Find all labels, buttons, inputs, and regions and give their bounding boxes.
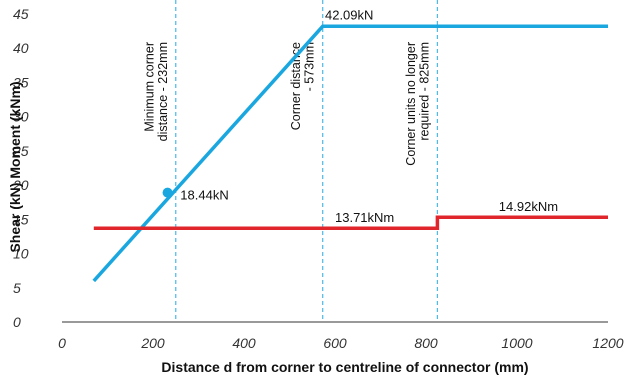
series-line-1: [93, 215, 608, 230]
reference-label-2: Corner units no longerrequired - 825mm: [404, 42, 432, 166]
y-tick-label: 35: [13, 74, 29, 90]
data-label: 42.09kN: [325, 7, 373, 22]
y-tick-label: 40: [13, 40, 29, 56]
data-label: 13.71kNm: [335, 210, 394, 225]
y-tick-label: 30: [13, 109, 29, 125]
reference-label-line: Corner units no longer: [404, 42, 418, 166]
y-tick-label: 15: [13, 211, 29, 227]
x-tick-label: 600: [323, 335, 347, 351]
reference-label-0: Minimum cornerdistance - 232mm: [142, 42, 170, 141]
x-tick-label: 0: [58, 335, 66, 351]
reference-label-line: - 573mm: [303, 42, 317, 91]
data-point-marker: [162, 187, 173, 198]
y-tick-label: 20: [12, 177, 29, 193]
reference-label-1: Corner distance- 573mm: [289, 42, 317, 130]
x-tick-label: 1200: [592, 335, 623, 351]
reference-label-line: required - 825mm: [417, 42, 431, 141]
x-tick-label: 200: [140, 335, 165, 351]
axes: 0 5 10 15 20 25 30 35 40 45 0 200 400 600 800 1000 1200: [12, 6, 624, 351]
x-tick-label: 400: [232, 335, 256, 351]
y-tick-label: 10: [13, 246, 29, 262]
reference-lines: Minimum cornerdistance - 232mm Corner dis…: [142, 0, 438, 322]
reference-label-line: Corner distance: [289, 42, 303, 130]
x-tick-label: 800: [414, 335, 438, 351]
data-label: 18.44kN: [180, 187, 228, 202]
x-tick-label: 1000: [501, 335, 532, 351]
data-label: 14.92kNm: [499, 199, 558, 214]
y-axis-title: Shear (kN) Moment (kNm): [7, 81, 23, 252]
reference-label-line: distance - 232mm: [156, 42, 170, 141]
y-tick-label: 25: [12, 143, 29, 159]
y-tick-label: 45: [13, 6, 29, 22]
series-layer: [92, 24, 608, 283]
series-line-0: [92, 24, 608, 283]
labels-layer: 18.44kN 42.09kN 13.71kNm 14.92kNm: [180, 7, 558, 225]
y-tick-label: 0: [13, 314, 21, 330]
x-axis-title: Distance d from corner to centreline of …: [161, 359, 528, 375]
reference-label-line: Minimum corner: [142, 42, 156, 132]
y-tick-label: 5: [13, 280, 21, 296]
